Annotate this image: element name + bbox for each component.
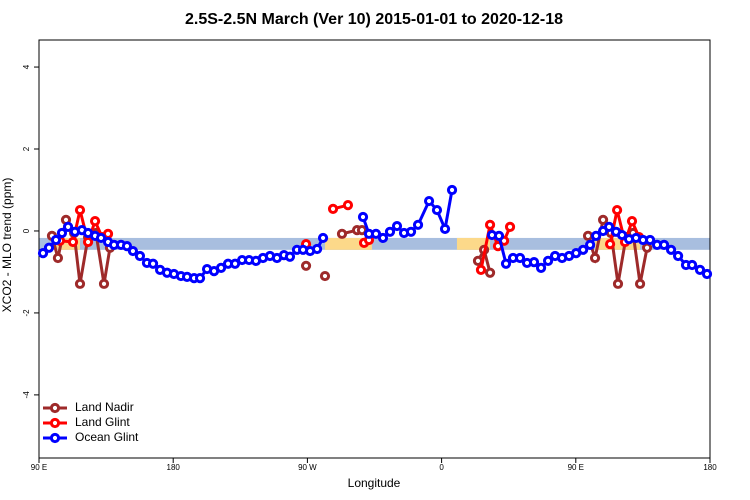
x-tick-label: 180 [167, 463, 181, 472]
legend-label: Ocean Glint [75, 430, 139, 444]
data-point [658, 239, 670, 251]
y-tick-label: 2 [22, 146, 31, 151]
data-point [634, 278, 646, 289]
data-point [336, 228, 348, 239]
chart-title: 2.5S-2.5N March (Ver 10) 2015-01-01 to 2… [185, 11, 563, 28]
data-point [500, 258, 512, 269]
data-point [43, 242, 55, 253]
data-point [585, 239, 596, 251]
data-point [514, 252, 526, 264]
data-point [95, 232, 107, 244]
reference-band [456, 237, 491, 250]
data-point [616, 229, 628, 241]
data-point [604, 238, 616, 250]
data-point [612, 204, 623, 216]
legend-marker [49, 432, 61, 444]
data-point [405, 226, 417, 237]
data-point [665, 244, 677, 255]
data-point [67, 236, 79, 248]
y-tick-label: -2 [22, 309, 31, 317]
x-tick-label: 0 [439, 463, 444, 472]
data-point [37, 247, 49, 259]
data-point [578, 244, 589, 255]
data-point [672, 250, 684, 262]
x-tick-label: 90 E [31, 463, 47, 472]
data-point [687, 259, 698, 271]
legend-marker [49, 402, 61, 414]
data-point [317, 232, 329, 244]
x-tick-label: 90 W [298, 463, 317, 472]
data-point [439, 223, 451, 235]
data-point [484, 219, 496, 230]
reference-band [324, 237, 372, 250]
data-point [147, 258, 159, 269]
legend-label: Land Glint [75, 415, 130, 429]
data-point [431, 204, 443, 216]
data-point [98, 278, 110, 289]
x-axis-label: Longitude [348, 476, 401, 490]
data-point [472, 255, 484, 266]
data-point [74, 204, 86, 216]
data-point [589, 252, 601, 264]
y-tick-label: 4 [22, 64, 31, 69]
x-tick-label: 180 [703, 463, 717, 472]
data-point [391, 220, 403, 232]
y-axis-label: XCO2 - MLO trend (ppm) [0, 178, 14, 313]
data-point [50, 234, 62, 246]
data-point [528, 257, 540, 268]
reference-band [595, 237, 641, 250]
data-point [194, 272, 206, 284]
reference-band [39, 237, 710, 250]
data-point [89, 216, 101, 227]
data-point [319, 270, 331, 282]
data-point [342, 200, 354, 211]
data-point [121, 241, 133, 252]
data-point [423, 195, 435, 207]
data-point [590, 230, 602, 241]
data-point [327, 203, 339, 214]
data-point [542, 255, 554, 266]
data-point [641, 242, 653, 253]
data-point [612, 278, 624, 289]
data-point [504, 221, 516, 232]
data-point [74, 278, 86, 289]
data-point [127, 245, 139, 257]
data-point [370, 228, 382, 239]
y-tick-label: 0 [22, 228, 31, 233]
data-point [446, 184, 458, 196]
data-point [644, 234, 656, 246]
reference-band [54, 237, 81, 250]
data-point [56, 227, 68, 239]
x-tick-label: 90 E [568, 463, 584, 472]
data-point [626, 216, 638, 227]
data-point [701, 268, 713, 280]
data-point [284, 251, 296, 262]
data-point [52, 252, 64, 264]
data-point [300, 260, 312, 271]
data-point [475, 264, 487, 275]
data-point [62, 221, 74, 232]
data-point [582, 230, 594, 241]
legend-label: Land Nadir [75, 400, 134, 414]
legend-marker [49, 417, 61, 429]
data-point [493, 230, 505, 241]
data-point [412, 219, 424, 230]
data-point [134, 250, 146, 262]
data-point [603, 221, 615, 232]
data-point [377, 232, 389, 244]
data-point [597, 214, 609, 226]
data-point [215, 262, 227, 273]
data-point [484, 267, 496, 278]
plot-frame [38, 39, 711, 459]
data-point [82, 236, 94, 248]
data-point [311, 243, 323, 255]
data-point [694, 264, 706, 275]
data-point [357, 211, 369, 223]
data-point [535, 262, 547, 273]
data-point [384, 226, 396, 237]
y-tick-label: -4 [22, 391, 31, 399]
